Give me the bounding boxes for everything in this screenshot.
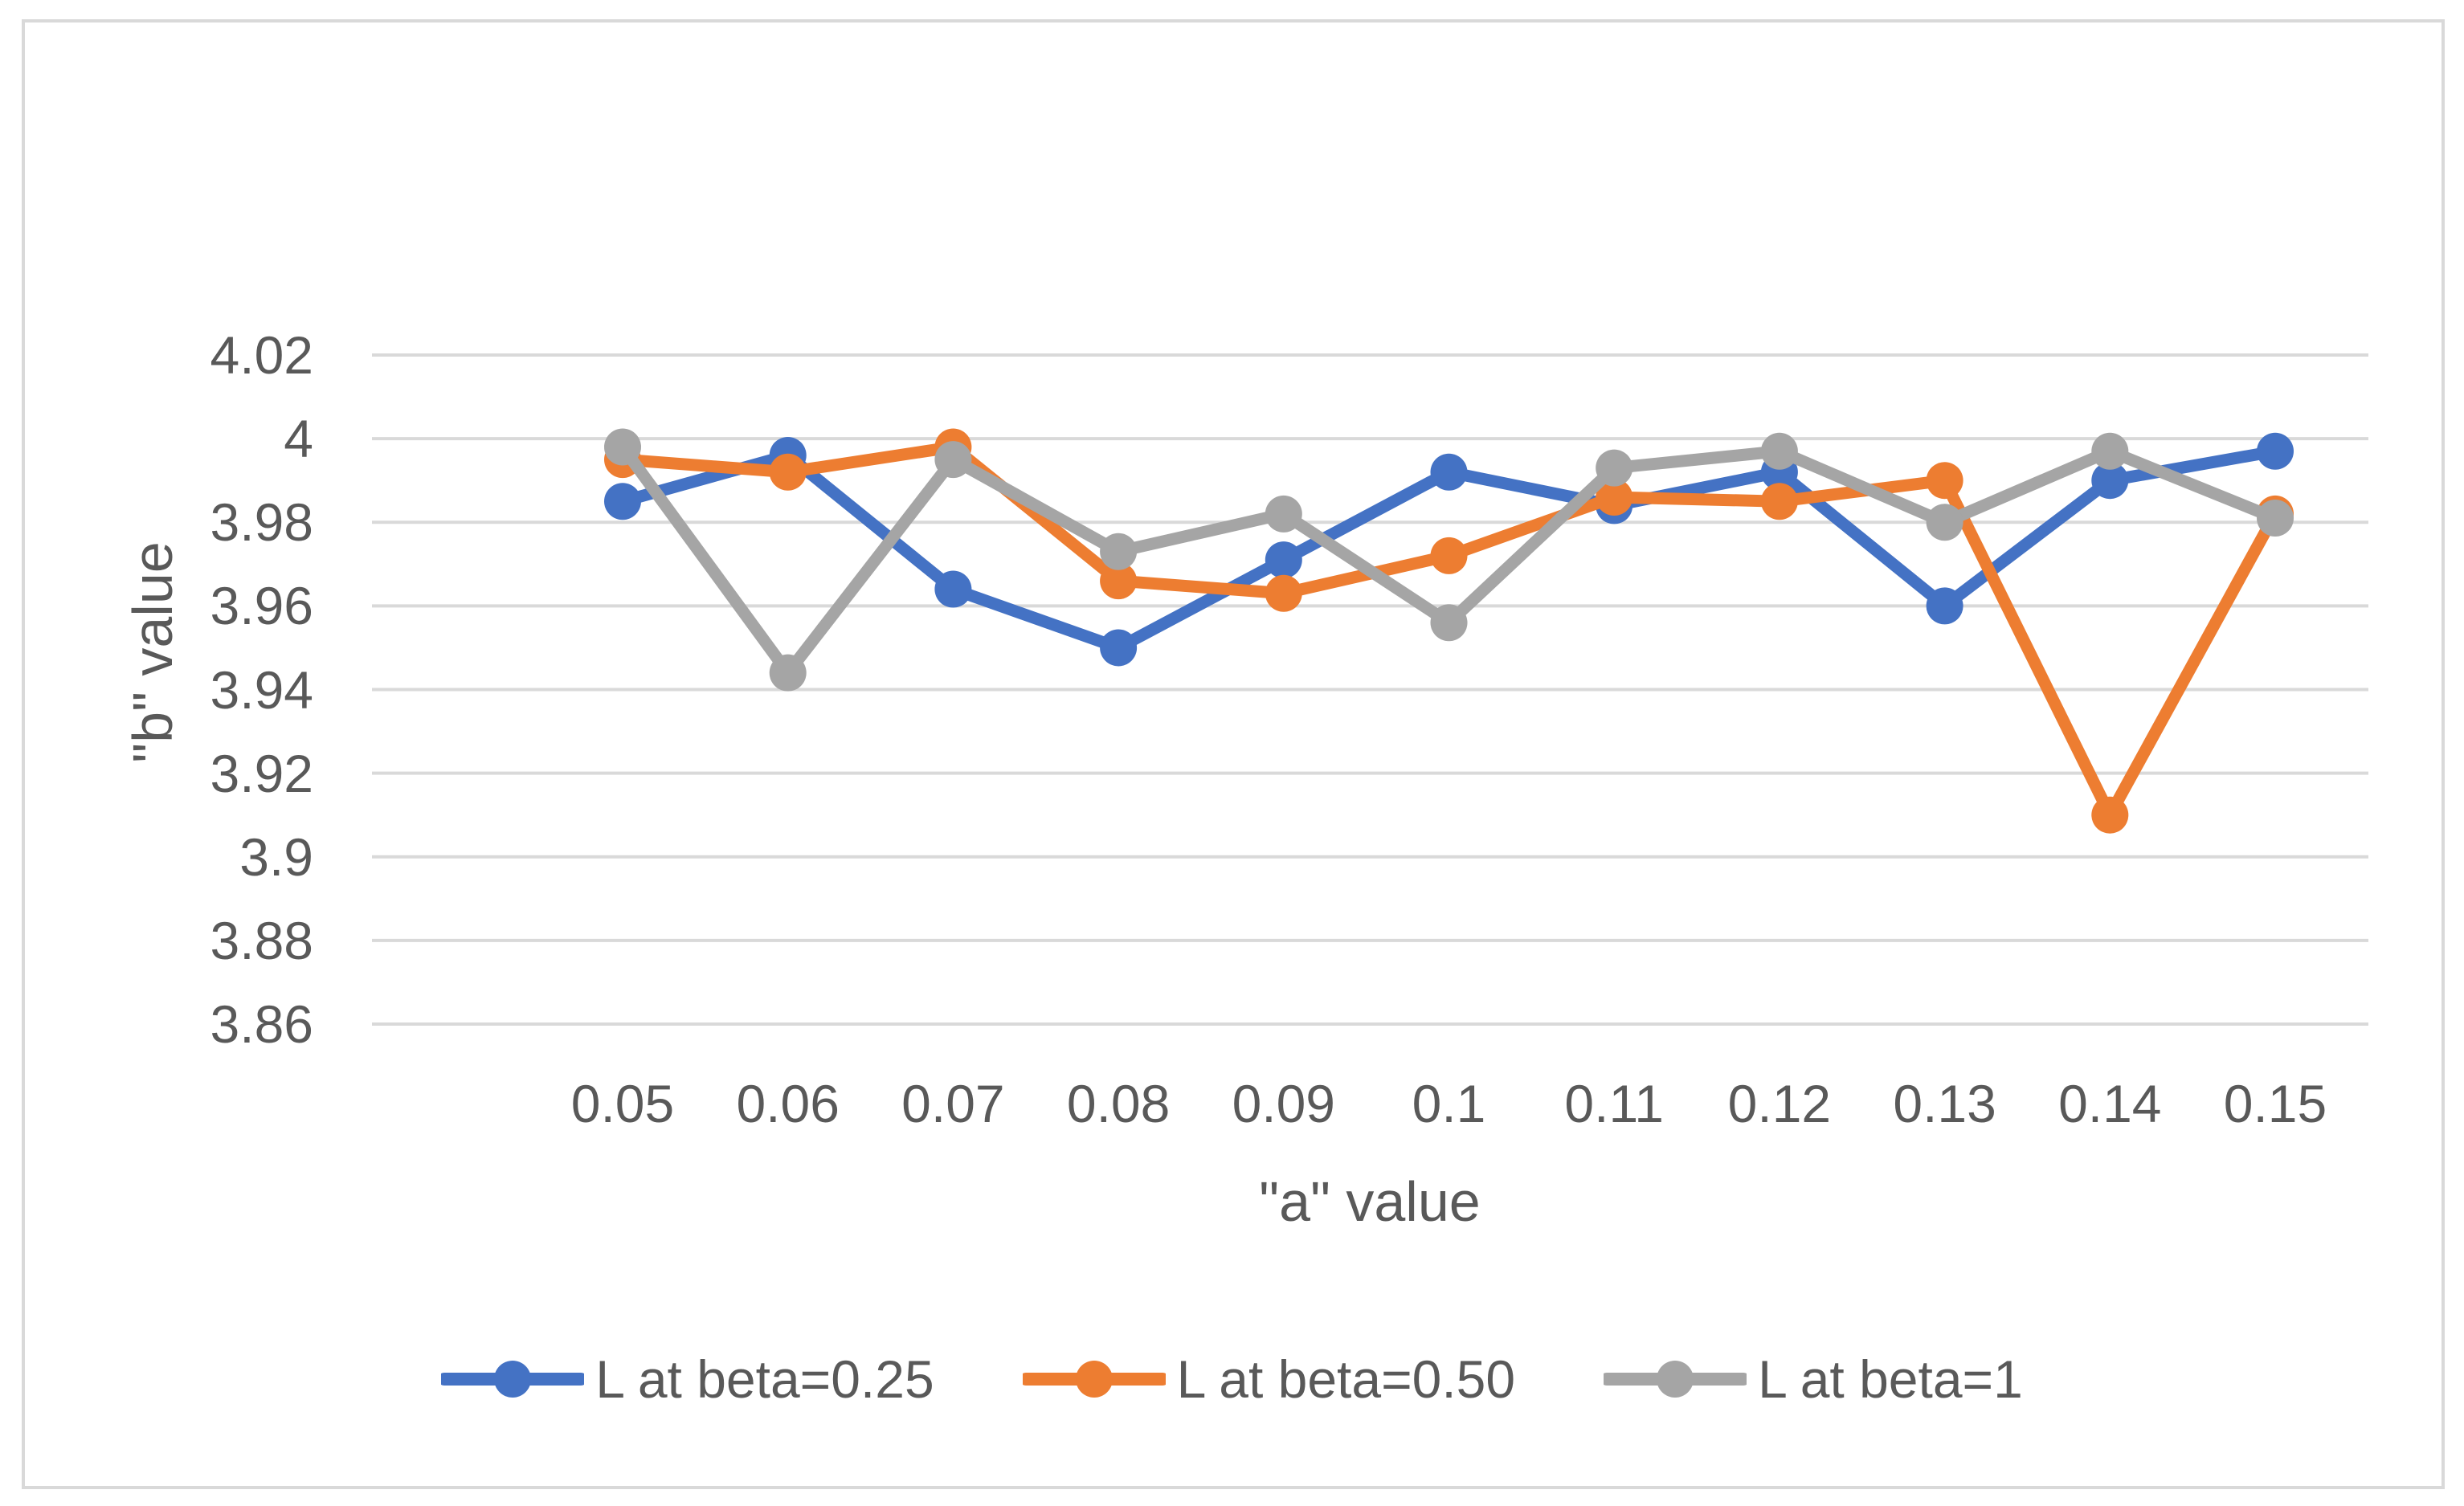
legend: L at beta=0.25 L at beta=0.50 L at beta=… [0,1335,2464,1423]
x-axis-title: "a" value [1259,1170,1481,1233]
x-tick-label: 0.07 [901,1074,1005,1133]
data-point [1926,462,1963,500]
data-point [2091,432,2129,470]
data-point [1596,479,1633,516]
data-point [934,570,972,608]
x-tick-label: 0.06 [736,1074,840,1133]
data-point [2257,500,2294,537]
legend-line-marker-icon [441,1361,585,1398]
x-tick-label: 0.12 [1727,1074,1832,1133]
series-l-at-beta-0-25 [604,432,2294,667]
data-point [1926,587,1963,625]
data-point [1265,541,1302,579]
data-point [1100,562,1138,600]
y-tick-label: 3.9 [239,826,313,887]
x-tick-label: 0.15 [2223,1074,2327,1133]
x-tick-label: 0.13 [1893,1074,1996,1133]
legend-label: L at beta=1 [1758,1349,2023,1409]
series-l-at-beta-1 [604,428,2294,692]
data-point [1430,453,1468,491]
x-tick-label: 0.11 [1564,1074,1664,1133]
data-point [604,483,641,520]
data-point [1430,537,1468,574]
y-tick-label: 3.96 [210,576,313,636]
data-point [1265,574,1302,612]
data-point [1100,533,1138,570]
x-tick-label: 0.05 [570,1074,675,1133]
legend-item-beta-025: L at beta=0.25 [441,1349,934,1410]
data-point [769,654,807,692]
data-point [1760,483,1798,520]
legend-label: L at beta=0.50 [1176,1349,1516,1409]
data-point [1926,504,1963,541]
y-tick-label: 3.98 [210,492,313,553]
y-tick-label: 4 [284,409,313,469]
y-axis-title: "b" value [121,541,184,763]
x-tick-label: 0.09 [1232,1074,1336,1133]
data-point [2257,432,2294,470]
y-tick-label: 3.92 [210,743,313,803]
legend-line-marker-icon [1022,1361,1166,1398]
y-tick-label: 3.88 [210,910,313,970]
data-point [2091,462,2129,500]
legend-item-beta-1: L at beta=1 [1604,1349,2023,1410]
x-tick-label: 0.14 [2058,1074,2162,1133]
y-tick-label: 4.02 [210,325,313,385]
y-tick-label: 3.94 [210,659,313,720]
data-point [1596,449,1633,487]
data-point [604,428,641,466]
data-point [769,453,807,491]
legend-line-marker-icon [1604,1361,1747,1398]
data-point [934,441,972,479]
data-point [1760,432,1798,470]
x-tick-label: 0.1 [1412,1074,1486,1133]
data-point [1265,495,1302,533]
data-point [2091,796,2129,834]
legend-item-beta-050: L at beta=0.50 [1022,1349,1516,1410]
y-tick-label: 3.86 [210,994,313,1054]
x-tick-label: 0.08 [1066,1074,1171,1133]
data-point [1100,629,1138,667]
legend-label: L at beta=0.25 [595,1349,934,1409]
data-point [1430,604,1468,642]
